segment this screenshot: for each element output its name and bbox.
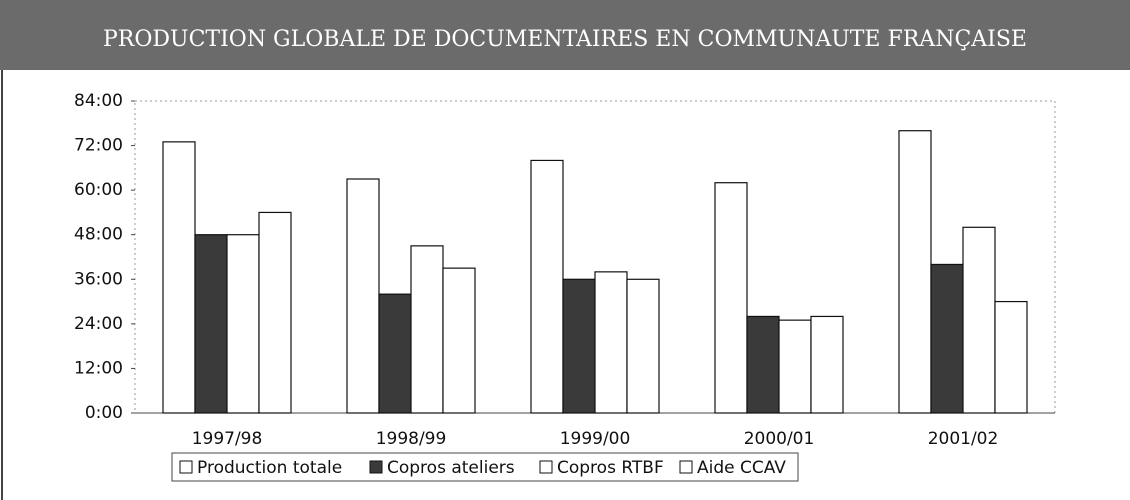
x-tick-label: 1997/98	[192, 429, 263, 449]
legend-box	[171, 452, 799, 482]
bar	[226, 234, 260, 414]
bar	[442, 267, 476, 414]
title-banner	[0, 0, 1130, 70]
y-tick-label: 72:00	[74, 136, 123, 156]
y-tick-label: 12:00	[74, 358, 123, 378]
bar	[810, 315, 844, 414]
bar	[530, 159, 564, 414]
y-tick-label: 60:00	[74, 180, 123, 200]
legend-label: Copros ateliers	[387, 458, 515, 478]
legend-swatch	[179, 460, 193, 474]
bar	[962, 226, 996, 414]
legend-label: Aide CCAV	[697, 458, 786, 478]
x-tick-label: 2000/01	[744, 429, 815, 449]
x-tick-label: 1999/00	[560, 429, 631, 449]
y-tick-label: 48:00	[74, 225, 123, 245]
y-tick-label: 36:00	[74, 269, 123, 289]
legend-swatch	[369, 460, 383, 474]
bar	[410, 245, 444, 414]
bar	[714, 182, 748, 414]
x-tick-label: 2001/02	[928, 429, 999, 449]
bar	[562, 278, 596, 414]
legend-swatch	[679, 460, 693, 474]
bar	[258, 211, 292, 414]
bar	[994, 300, 1028, 414]
bar	[194, 234, 228, 414]
bar	[378, 293, 412, 414]
bar	[898, 130, 932, 414]
bar	[162, 141, 196, 414]
bar	[594, 271, 628, 414]
bar	[778, 319, 812, 414]
bar	[626, 278, 660, 414]
bar	[746, 315, 780, 414]
y-tick-label: 0:00	[85, 403, 123, 423]
y-tick-label: 24:00	[74, 314, 123, 334]
bar	[346, 178, 380, 414]
legend-label: Production totale	[197, 458, 342, 478]
chart-title: PRODUCTION GLOBALE DE DOCUMENTAIRES EN C…	[103, 27, 1027, 52]
x-tick-label: 1998/99	[376, 429, 447, 449]
y-tick-label: 84:00	[74, 91, 123, 111]
legend-swatch	[539, 460, 553, 474]
legend-label: Copros RTBF	[557, 458, 664, 478]
bar	[930, 263, 964, 414]
